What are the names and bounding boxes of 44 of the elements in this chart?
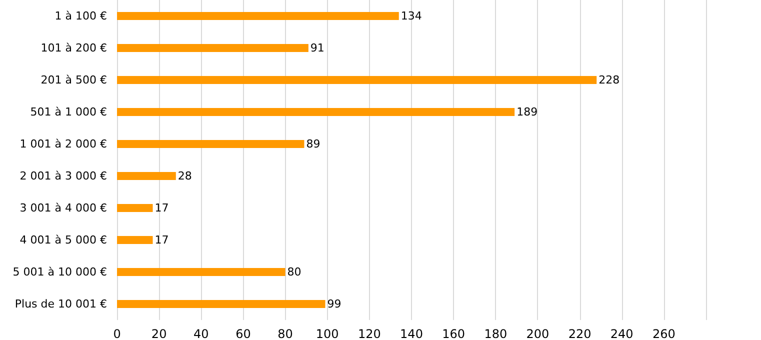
y-tick-label: 1 001 à 2 000 €	[20, 138, 107, 150]
x-tick-label: 40	[194, 327, 209, 340]
y-tick-label: 501 à 1 000 €	[30, 106, 107, 118]
bar	[117, 172, 176, 180]
y-tick-label: 3 001 à 4 000 €	[20, 202, 107, 214]
data-label: 17	[154, 202, 169, 214]
y-tick-label: Plus de 10 001 €	[14, 298, 107, 310]
data-label: 80	[287, 266, 302, 278]
bar	[117, 204, 153, 212]
x-tick-label: 0	[113, 327, 121, 340]
x-tick-label: 200	[526, 327, 550, 340]
y-tick-label: 4 001 à 5 000 €	[20, 234, 107, 246]
data-label: 91	[310, 42, 324, 54]
bar	[117, 236, 153, 244]
x-tick-label: 180	[484, 327, 508, 340]
bar	[117, 76, 597, 84]
y-tick-label: 2 001 à 3 000 €	[20, 170, 107, 182]
bar	[117, 108, 515, 116]
bar	[117, 268, 286, 276]
data-label: 89	[306, 138, 320, 150]
y-tick-label: 101 à 200 €	[40, 42, 107, 54]
x-tick-label: 100	[316, 327, 339, 340]
x-tick-label: 260	[652, 327, 676, 340]
data-label: 17	[154, 234, 169, 246]
data-label: 99	[327, 298, 342, 310]
data-label: 228	[598, 74, 620, 86]
bar	[117, 44, 308, 52]
data-label: 28	[178, 170, 192, 182]
bar	[117, 12, 399, 20]
x-tick-label: 20	[151, 327, 167, 340]
y-tick-label: 5 001 à 10 000 €	[12, 266, 107, 278]
data-label: 189	[516, 106, 538, 118]
x-tick-label: 140	[400, 327, 423, 340]
data-label: 134	[400, 10, 422, 22]
bar	[117, 300, 326, 308]
x-tick-label: 220	[568, 327, 592, 340]
x-tick-label: 60	[236, 327, 251, 340]
y-tick-label: 1 à 100 €	[54, 10, 107, 22]
x-tick-label: 80	[278, 327, 293, 340]
y-tick-label: 201 à 500 €	[40, 74, 107, 86]
bar	[117, 140, 304, 148]
x-tick-label: 160	[442, 327, 466, 340]
x-tick-label: 240	[610, 327, 634, 340]
x-tick-label: 120	[358, 327, 381, 340]
